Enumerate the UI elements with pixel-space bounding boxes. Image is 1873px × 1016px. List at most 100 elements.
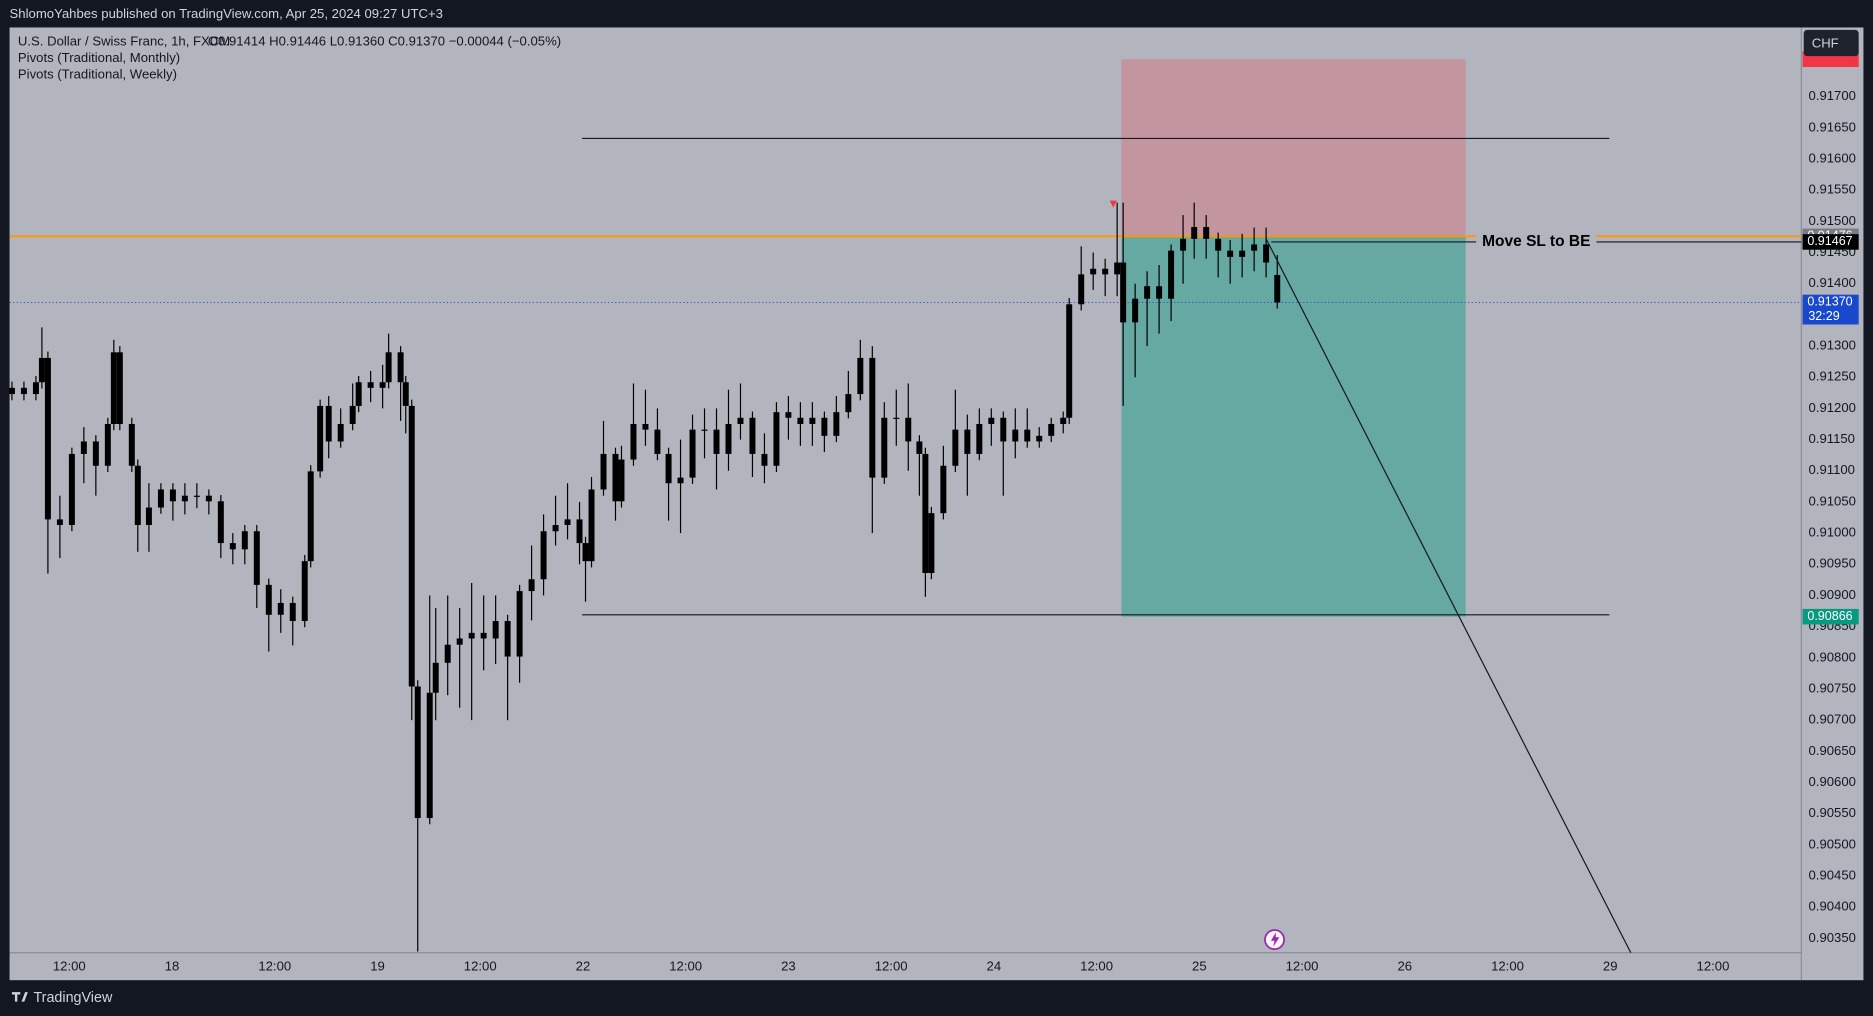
price-badge (1802, 608, 1859, 625)
x-tick-label: 18 (165, 959, 180, 974)
candle-body (367, 382, 374, 388)
price-badge-label: 0.90866 (1807, 609, 1852, 623)
candle-body (928, 513, 935, 574)
currency-button[interactable] (1803, 29, 1859, 57)
candle-body (576, 519, 583, 544)
candle-body (1156, 286, 1163, 299)
stop-zone (1121, 59, 1466, 237)
x-tick-label: 12:00 (1491, 959, 1524, 974)
candle-body (713, 429, 720, 454)
indicator-label: Pivots (Traditional, Monthly) (18, 50, 180, 65)
x-tick-label: 29 (1603, 959, 1618, 974)
candle-body (307, 471, 314, 562)
y-tick-label: 0.91200 (1808, 400, 1855, 415)
x-tick-label: 12:00 (258, 959, 291, 974)
x-tick-label: 26 (1397, 959, 1412, 974)
candle-body (1060, 417, 1067, 425)
candle-body (385, 352, 392, 383)
candle-body (444, 644, 451, 663)
target-zone (1121, 236, 1466, 617)
y-tick-label: 0.91700 (1808, 88, 1855, 103)
candle-body (964, 429, 971, 454)
candle-body (749, 417, 756, 454)
candle-body (1274, 274, 1281, 303)
candle-body (564, 519, 571, 526)
candle-body (492, 621, 499, 639)
candle-body (38, 357, 45, 383)
candle-body (44, 357, 51, 520)
candle-body (169, 489, 176, 502)
x-tick-label: 22 (576, 959, 591, 974)
candle-body (821, 417, 828, 436)
price-axis (1801, 27, 1864, 981)
candle-body (1036, 435, 1043, 442)
y-tick-label: 0.91000 (1808, 525, 1855, 540)
y-tick-label: 0.90500 (1808, 836, 1855, 851)
candle-body (104, 424, 111, 466)
candle-body (325, 405, 332, 442)
annotation-text: Move SL to BE (1482, 233, 1590, 250)
candle-body (893, 417, 900, 419)
brand-logo (11, 992, 28, 1002)
candle-body (1251, 244, 1258, 251)
y-tick-label: 0.91500 (1808, 213, 1855, 228)
candle-body (414, 686, 421, 819)
candle-body (1048, 424, 1055, 436)
candle-body (600, 453, 607, 490)
candle-body (1144, 286, 1151, 299)
candle-body (940, 465, 947, 514)
candle-body (737, 417, 744, 425)
candle-body (857, 357, 864, 395)
y-tick-label: 0.91650 (1808, 119, 1855, 134)
candle-body (528, 579, 535, 592)
candle-body (92, 441, 99, 466)
candle-body (552, 525, 559, 532)
candle-body (881, 417, 888, 478)
y-tick-label: 0.91600 (1808, 150, 1855, 165)
candle-body (402, 382, 409, 406)
y-tick-label: 0.90450 (1808, 868, 1855, 883)
x-tick-label: 12:00 (669, 959, 702, 974)
candle-body (725, 424, 732, 454)
x-tick-label: 25 (1192, 959, 1207, 974)
candle-body (809, 417, 816, 425)
y-tick-label: 0.90600 (1808, 774, 1855, 789)
candle-body (379, 382, 386, 388)
candle-body (952, 429, 959, 466)
annotation-bg (1476, 233, 1597, 251)
candle-body (1090, 268, 1097, 275)
candle-body (922, 453, 929, 574)
candle-body (134, 465, 141, 526)
candle-body (468, 632, 475, 639)
candle-body (397, 352, 404, 383)
signal-marker (1109, 200, 1117, 208)
candle-body (1203, 226, 1210, 239)
currency-label[interactable]: CHF (1812, 36, 1839, 51)
y-tick-label: 0.90950 (1808, 556, 1855, 571)
brand: TradingView (33, 990, 113, 1006)
x-tick-label: 12:00 (1697, 959, 1730, 974)
candle-body (1078, 274, 1085, 305)
overlay: Move SL to BE (1265, 233, 1802, 953)
y-tick-label: 0.90700 (1808, 712, 1855, 727)
x-tick-label: 23 (781, 959, 796, 974)
candle-body (68, 453, 75, 526)
candle-body (618, 459, 625, 502)
candle-body (301, 561, 308, 622)
price-badge-label: 0.91467 (1807, 234, 1852, 248)
ohlc-summary: O0.91414 H0.91446 L0.91360 C0.91370 −0.0… (208, 33, 561, 48)
candle-body (642, 424, 649, 430)
candle-body (241, 531, 248, 550)
candle-body (1180, 238, 1187, 251)
time-axis (9, 952, 1802, 981)
candle-body (612, 453, 619, 502)
indicator-label: Pivots (Traditional, Weekly) (18, 67, 177, 82)
candle-body (689, 429, 696, 478)
candle-body (193, 495, 200, 497)
price-badge (1802, 294, 1859, 325)
candle-body (337, 424, 344, 442)
candle-body (426, 692, 433, 819)
candle-body (1024, 429, 1031, 442)
candle-body (905, 417, 912, 442)
candle-body (32, 382, 39, 395)
